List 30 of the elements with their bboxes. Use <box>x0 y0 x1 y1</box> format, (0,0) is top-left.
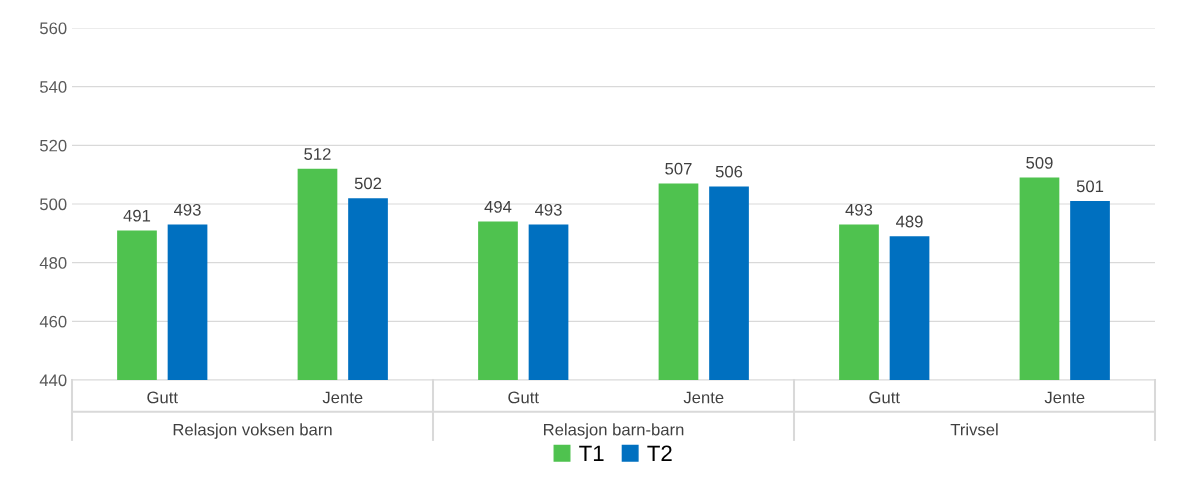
data-label: 509 <box>1026 156 1053 169</box>
data-label: 501 <box>1076 180 1104 193</box>
x-tick-label: Jente <box>322 391 363 404</box>
text: Trivsel <box>950 423 998 436</box>
data-label: 506 <box>715 165 743 178</box>
x-tick-label: Gutt <box>508 391 539 404</box>
y-tick-label: 560 <box>40 22 67 35</box>
legend-label: T2 <box>647 445 672 461</box>
data-label: 502 <box>354 177 382 190</box>
data-label: 493 <box>535 203 562 216</box>
data-label: 494 <box>484 200 512 213</box>
y-tick-label: 500 <box>40 198 67 211</box>
x-tick-label: Gutt <box>147 391 178 404</box>
data-label: 489 <box>896 215 923 228</box>
y-tick-label: 440 <box>39 374 67 387</box>
x-tick-label: Jente <box>1044 391 1085 404</box>
data-label: 493 <box>845 203 873 216</box>
data-label: 491 <box>123 209 151 222</box>
x-tick-label: Jente <box>683 391 724 404</box>
data-label: 493 <box>174 203 201 216</box>
text: Relasjon voksen barn <box>173 423 332 439</box>
data-label: 512 <box>304 148 331 160</box>
legend-label: T1 <box>579 445 604 461</box>
y-tick-label: 460 <box>39 315 67 328</box>
y-tick-label: 540 <box>40 81 67 93</box>
text: Relasjon barn-barn <box>544 423 684 439</box>
y-tick-label: 480 <box>39 257 67 269</box>
x-tick-label: Gutt <box>869 391 900 404</box>
y-tick-label: 520 <box>40 139 67 152</box>
data-label: 507 <box>665 162 692 175</box>
